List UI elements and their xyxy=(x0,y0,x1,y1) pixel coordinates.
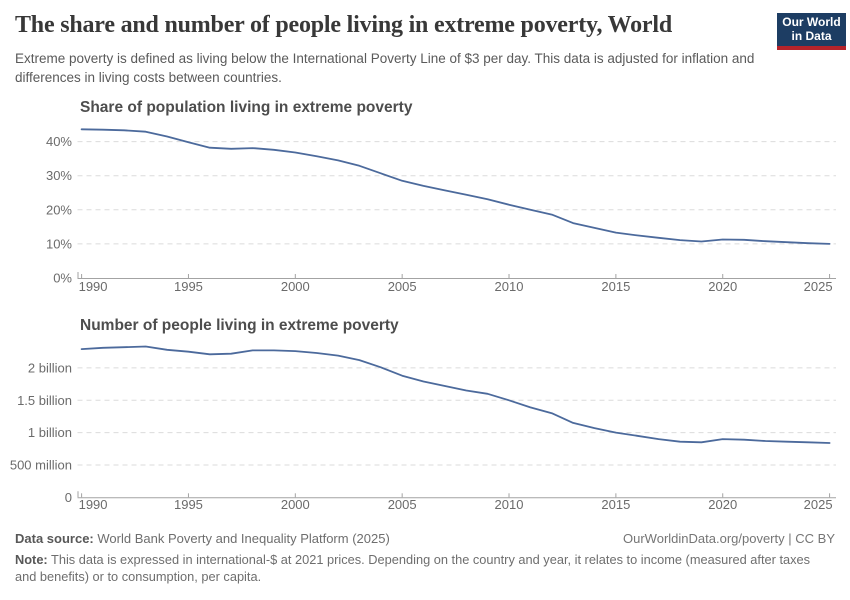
x-axis-tick-label: 1990 xyxy=(79,497,108,512)
x-axis-tick-label: 2005 xyxy=(388,497,417,512)
chart-title-number: Number of people living in extreme pover… xyxy=(80,317,399,334)
x-axis-tick-label: 2000 xyxy=(281,279,310,294)
datasource-label: Data source: xyxy=(15,531,94,546)
x-axis-tick-label: 1995 xyxy=(174,279,203,294)
y-axis-tick-label: 0% xyxy=(53,271,72,286)
x-axis-tick-label: 2015 xyxy=(601,279,630,294)
note-text: This data is expressed in international-… xyxy=(15,552,811,584)
y-axis-tick-label: 20% xyxy=(46,202,72,217)
y-axis-tick-label: 2 billion xyxy=(28,360,72,375)
x-axis-tick-label: 2015 xyxy=(601,497,630,512)
x-axis-tick-label: 2025 xyxy=(804,497,833,512)
datasource-value: World Bank Poverty and Inequality Platfo… xyxy=(97,531,390,546)
owid-logo[interactable]: Our World in Data xyxy=(777,13,846,50)
footer-link[interactable]: OurWorldinData.org/poverty xyxy=(623,531,785,546)
x-axis-tick-label: 2010 xyxy=(495,279,524,294)
page-subtitle: Extreme poverty is defined as living bel… xyxy=(15,51,755,85)
data-line-world xyxy=(80,128,831,245)
x-axis-tick-label: 2020 xyxy=(708,279,737,294)
data-line-world xyxy=(80,345,831,444)
owid-logo-line-1: Our World xyxy=(782,15,841,29)
y-axis-tick-label: 1.5 billion xyxy=(17,393,72,408)
y-axis-tick-label: 10% xyxy=(46,236,72,251)
x-axis-tick-label: 1995 xyxy=(174,497,203,512)
page-note: Note: This data is expressed in internat… xyxy=(15,551,827,585)
owid-logo-line-2: in Data xyxy=(791,28,832,43)
x-axis-tick-label: 1990 xyxy=(79,279,108,294)
page-title: The share and number of people living in… xyxy=(15,12,672,38)
datasource: Data source: World Bank Poverty and Ineq… xyxy=(15,531,390,546)
footer-license: CC BY xyxy=(795,531,835,546)
footer: Data source: World Bank Poverty and Ineq… xyxy=(15,531,835,546)
y-axis-tick-label: 500 million xyxy=(10,457,72,472)
note-label: Note: xyxy=(15,552,48,567)
y-axis-tick-label: 40% xyxy=(46,134,72,149)
x-axis-tick-label: 2000 xyxy=(281,497,310,512)
x-axis-tick-label: 2005 xyxy=(388,279,417,294)
x-axis-tick-label: 2010 xyxy=(495,497,524,512)
footer-attribution: OurWorldinData.org/poverty | CC BY xyxy=(623,531,835,546)
y-axis-tick-label: 30% xyxy=(46,168,72,183)
share-chart: 40% 30% 20% 10% 0% 1990 1995 2000 2005 2010 2015 20… xyxy=(46,128,836,294)
x-axis-tick-label: 2025 xyxy=(804,279,833,294)
chart-title-share: Share of population living in extreme po… xyxy=(80,99,413,116)
y-axis-tick-label: 1 billion xyxy=(28,425,72,440)
x-axis-tick-label: 2020 xyxy=(708,497,737,512)
number-chart: 2 billion 1.5 billion 1 billion 500 million… xyxy=(10,345,836,512)
y-axis-tick-label: 0 xyxy=(65,490,72,505)
footer-separator: | xyxy=(788,531,792,546)
